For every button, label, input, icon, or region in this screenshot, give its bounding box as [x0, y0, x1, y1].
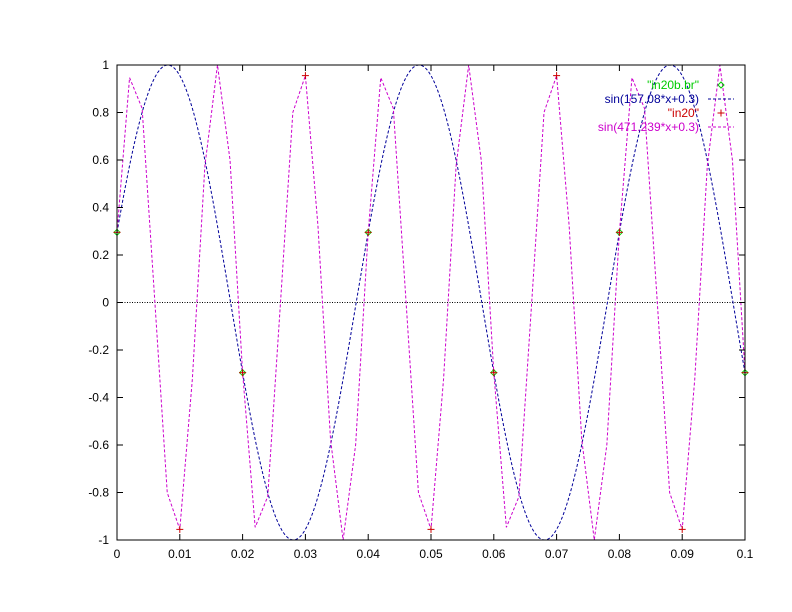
y-tick-label: -0.2	[88, 343, 109, 357]
plot-frame	[116, 64, 746, 541]
data-point-plus	[239, 369, 247, 377]
legend-label: sin(157.08*x+0.3)	[605, 92, 699, 106]
x-tick-label: 0	[114, 547, 121, 561]
x-tick-label: 0.09	[671, 547, 695, 561]
x-tick-label: 0.07	[545, 547, 569, 561]
x-tick-label: 0.01	[168, 547, 192, 561]
data-point-plus	[364, 228, 372, 236]
y-tick-label: -0.6	[88, 438, 109, 452]
legend-label: "in20"	[668, 106, 699, 120]
legend: "in20b.br"sin(157.08*x+0.3)"in20"sin(471…	[598, 78, 734, 134]
series-line-3	[116, 64, 746, 541]
data-point-plus	[553, 72, 561, 80]
y-tick-label: 0.6	[92, 153, 109, 167]
y-tick-label: 0.4	[92, 201, 109, 215]
y-tick-label: -0.4	[88, 391, 109, 405]
x-tick-label: 0.04	[357, 547, 381, 561]
ticks-layer: 0 0.01 0.02 0.03 0.04 0.05 0.06 0.07 0.08 0.09 0.1…	[88, 58, 753, 561]
plot-frame-layer	[116, 64, 746, 541]
y-tick-label: -1	[98, 533, 109, 547]
series-line-1	[116, 64, 746, 541]
data-point-plus	[301, 72, 309, 80]
data-point-plus	[176, 525, 184, 533]
legend-label: sin(471.239*x+0.3)	[598, 120, 699, 134]
y-tick-label: 0	[102, 296, 109, 310]
series-layer	[116, 64, 746, 541]
y-tick-label: 0.2	[92, 248, 109, 262]
x-tick-label: 0.05	[419, 547, 443, 561]
legend-marker-sample	[717, 81, 725, 89]
points-layer	[113, 72, 749, 533]
legend-marker-sample	[717, 109, 725, 117]
data-point-plus	[490, 369, 498, 377]
y-tick-label: 1	[102, 58, 109, 72]
x-tick-label: 0.06	[482, 547, 506, 561]
legend-label: "in20b.br"	[647, 78, 699, 92]
data-point-plus	[678, 525, 686, 533]
data-point-plus	[615, 228, 623, 236]
y-tick-label: -0.8	[88, 486, 109, 500]
data-point-plus	[427, 525, 435, 533]
x-tick-label: 0.02	[231, 547, 255, 561]
x-tick-label: 0.1	[737, 547, 754, 561]
x-tick-label: 0.08	[608, 547, 632, 561]
x-tick-label: 0.03	[294, 547, 318, 561]
y-tick-label: 0.8	[92, 106, 109, 120]
